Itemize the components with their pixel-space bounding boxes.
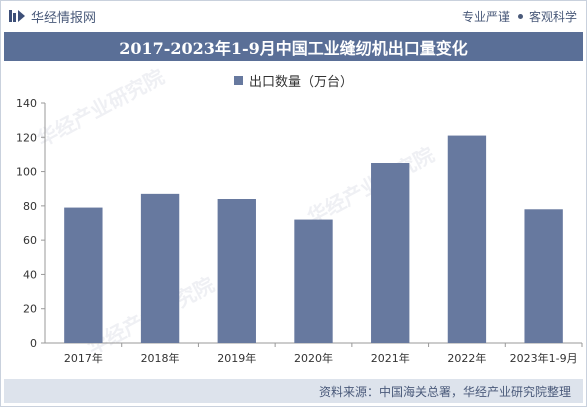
y-tick-label: 0	[30, 337, 37, 350]
tagline: 专业严谨 客观科学	[462, 8, 577, 25]
chart-title: 2017-2023年1-9月中国工业缝纫机出口量变化	[4, 32, 583, 61]
bar	[371, 163, 410, 343]
y-tick-label: 140	[16, 97, 37, 110]
source-note: 资料来源：中国海关总署，华经产业研究院整理	[318, 384, 571, 399]
tagline-2: 客观科学	[528, 10, 577, 24]
y-tick-label: 80	[23, 200, 37, 213]
bar	[140, 193, 180, 343]
tagline-1: 专业严谨	[461, 10, 510, 24]
bar	[294, 219, 333, 343]
brand: 华经情报网	[8, 7, 97, 26]
x-tick-label: 2021年	[371, 351, 410, 365]
y-tick-label: 60	[23, 234, 37, 247]
legend-swatch	[233, 75, 243, 85]
x-tick-label: 2017年	[64, 351, 103, 365]
legend-label: 出口数量（万台）	[248, 74, 353, 90]
x-tick-label: 2019年	[217, 351, 256, 365]
brand-name: 华经情报网	[31, 10, 97, 26]
footer: 资料来源：中国海关总署，华经产业研究院整理	[4, 379, 583, 403]
x-tick-label: 2022年	[447, 351, 486, 365]
x-tick-label: 2020年	[294, 351, 333, 365]
y-tick-label: 100	[16, 166, 37, 179]
bar	[524, 209, 563, 343]
y-tick-label: 40	[23, 268, 37, 281]
legend: 出口数量（万台）	[0, 71, 587, 90]
bar	[217, 199, 256, 343]
brand-logo-icon	[9, 10, 25, 22]
x-tick-label: 2018年	[141, 351, 180, 365]
bullet-dot-icon	[517, 14, 523, 19]
bar	[64, 207, 103, 343]
x-tick-label: 2023年1-9月	[510, 351, 578, 365]
y-tick-label: 20	[23, 303, 37, 316]
bar	[447, 135, 487, 343]
top-bar: 华经情报网 专业严谨 客观科学	[0, 0, 587, 32]
y-tick-label: 120	[16, 131, 37, 144]
